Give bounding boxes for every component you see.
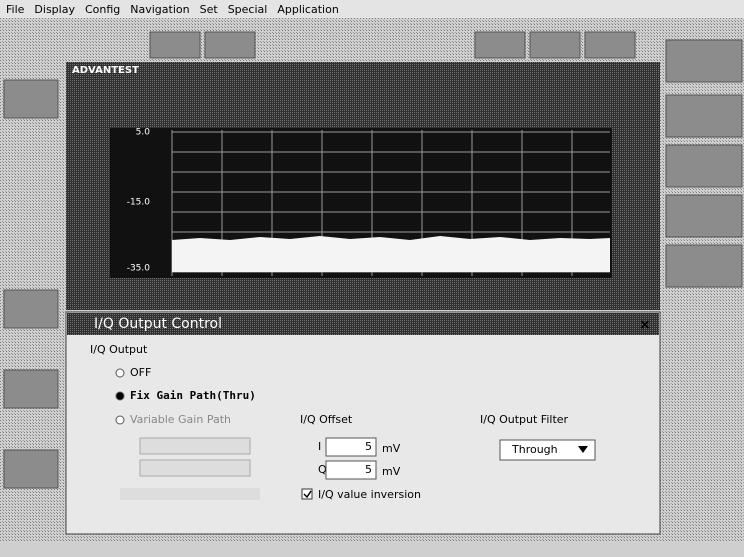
radio-label: Variable Gain Path (130, 413, 231, 426)
radio[interactable] (115, 368, 125, 378)
close-button[interactable]: × (639, 317, 651, 333)
offset-label: I/Q Offset (300, 413, 353, 426)
disabled-checkbox (120, 488, 260, 500)
menu-item[interactable]: File (6, 3, 25, 16)
q-label: Q (318, 463, 327, 476)
softkey[interactable] (3, 449, 59, 489)
y-label: 5.0 (136, 128, 151, 138)
right-softkeys (665, 39, 743, 288)
dialog-title: I/Q Output Control (94, 316, 222, 332)
softkey[interactable] (665, 194, 743, 238)
checkbox[interactable] (301, 488, 313, 500)
toolbar-button[interactable] (474, 31, 526, 59)
group-label: I/Q Output (90, 343, 148, 356)
dialog (65, 311, 661, 535)
toolbar (149, 31, 636, 59)
i-label: I (318, 440, 321, 453)
check-mark (303, 490, 312, 499)
checkbox-label: I/Q value inversion (318, 488, 421, 501)
i-offset-value: 5 (365, 440, 372, 453)
brand: ADVANTEST (72, 65, 139, 76)
noise-trace (172, 236, 610, 272)
menu-item[interactable]: Special (228, 3, 268, 16)
disabled-field (139, 459, 251, 477)
menu-item[interactable]: Config (85, 3, 120, 16)
filter-dropdown[interactable] (499, 439, 596, 461)
toolbar-button[interactable] (149, 31, 201, 59)
softkey[interactable] (665, 39, 743, 83)
disabled-field (139, 437, 251, 455)
filter-value: Through (511, 443, 558, 456)
toolbar-button[interactable] (204, 31, 256, 59)
dialog-title-bar (67, 313, 659, 335)
softkey[interactable] (3, 369, 59, 409)
radio-label: OFF (130, 366, 151, 379)
i-unit: mV (382, 442, 401, 455)
y-label: -15.0 (127, 198, 151, 208)
y-label: -35.0 (127, 264, 151, 274)
dropdown-arrow (578, 446, 588, 453)
q-offset-input[interactable] (325, 460, 377, 480)
filter-label: I/Q Output Filter (480, 413, 569, 426)
q-offset-value: 5 (365, 463, 372, 476)
menu-item[interactable]: Set (200, 3, 219, 16)
softkey[interactable] (665, 94, 743, 138)
toolbar-button[interactable] (584, 31, 636, 59)
toolbar-button[interactable] (529, 31, 581, 59)
menu-item[interactable]: Application (277, 3, 338, 16)
radio[interactable] (115, 415, 125, 425)
menu: File Display Config Navigation Set Special App… (6, 3, 339, 16)
menu-item[interactable]: Display (34, 3, 75, 16)
softkey[interactable] (665, 144, 743, 188)
menu-bar (0, 0, 744, 18)
menu-item[interactable]: Navigation (130, 3, 189, 16)
i-offset-input[interactable] (325, 437, 377, 457)
left-softkeys (3, 79, 59, 489)
softkey[interactable] (665, 244, 743, 288)
radio-label: Fix Gain Path(Thru) (130, 389, 256, 402)
q-unit: mV (382, 465, 401, 478)
status-bar (0, 542, 744, 557)
softkey[interactable] (3, 79, 59, 119)
softkey[interactable] (3, 289, 59, 329)
radio-selected[interactable] (115, 391, 125, 401)
